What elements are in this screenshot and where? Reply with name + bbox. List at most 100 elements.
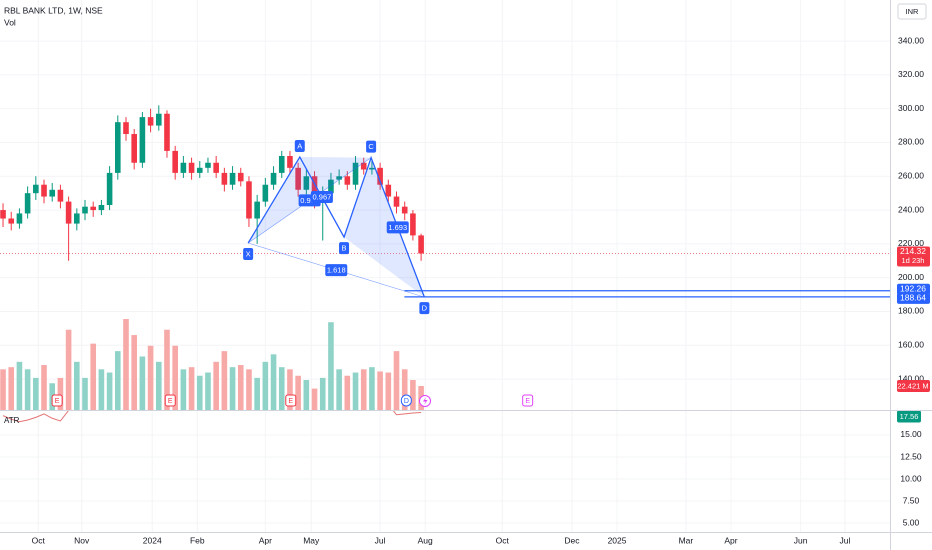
y-tick-label: 180.00 <box>898 306 924 316</box>
candle-body <box>237 172 244 182</box>
volume-bar <box>196 375 203 410</box>
x-tick-label: Dec <box>564 535 580 545</box>
level-label: 188.64 <box>900 293 926 303</box>
last-price-badge <box>897 246 930 267</box>
candle-body <box>270 172 277 185</box>
volume-bar <box>270 354 277 410</box>
candle-body <box>401 206 408 214</box>
volume-bar <box>57 377 64 410</box>
y-tick-label: 320.00 <box>898 69 924 79</box>
ratio-label: 0.969 <box>300 196 319 205</box>
volume-bar <box>287 369 293 410</box>
candle-body <box>188 162 195 173</box>
symbol-title: RBL BANK LTD, 1W, NSE <box>4 5 103 15</box>
ratio-badge <box>310 191 333 204</box>
volume-bar <box>114 351 121 410</box>
x-tick-label: Jul <box>839 535 850 545</box>
y-tick-label: 220.00 <box>898 238 924 248</box>
candle-body <box>352 162 359 185</box>
candle-body <box>16 213 23 224</box>
candle-body <box>57 189 64 202</box>
event-marker[interactable] <box>285 394 297 407</box>
atr-tick-label: 7.50 <box>903 495 920 505</box>
x-tick-label: Apr <box>259 535 272 545</box>
x-tick-label: Oct <box>32 535 46 545</box>
candle-body <box>393 196 400 207</box>
volume-bar <box>123 319 129 410</box>
volume-bar <box>33 377 39 410</box>
candle-body <box>246 181 252 219</box>
pattern-point-badge <box>294 140 305 153</box>
x-tick-label: Jun <box>794 535 808 545</box>
atr-tick-label: 10.00 <box>900 473 922 483</box>
pattern-point-label: C <box>368 142 374 151</box>
y-tick-label: 200.00 <box>898 272 924 282</box>
volume-bar <box>106 372 113 410</box>
y-tick-label: 300.00 <box>898 103 924 113</box>
volume-bar <box>262 361 269 410</box>
event-marker[interactable] <box>522 394 534 407</box>
candle-body <box>287 155 293 168</box>
volume-bar <box>385 372 392 410</box>
event-marker[interactable] <box>400 394 412 407</box>
volume-bar <box>41 365 47 410</box>
x-tick-label: Apr <box>724 535 737 545</box>
pattern-point-badge <box>339 242 350 255</box>
volume-bar <box>164 329 170 410</box>
volume-bar <box>344 375 351 410</box>
volume-bar <box>352 372 359 410</box>
x-tick-label: Oct <box>496 535 510 545</box>
candle-body <box>123 122 129 135</box>
x-tick-label: May <box>303 535 320 545</box>
pattern-point-badge <box>419 302 430 315</box>
level-label: 192.26 <box>900 284 926 294</box>
candle-body <box>33 184 39 194</box>
axes: 340.00 320.00 300.00 280.00 260.00 240.00 220.… <box>32 35 930 545</box>
volume-bar <box>8 367 15 410</box>
currency: INR <box>906 7 920 16</box>
volume-bar <box>213 361 219 410</box>
candle-body <box>172 150 178 173</box>
pattern-point-label: A <box>297 141 302 150</box>
volume-bar <box>360 369 367 410</box>
event-label: D <box>404 398 409 405</box>
volume-bar <box>74 361 80 410</box>
volume-bar <box>90 343 97 410</box>
ratio-label: 1.618 <box>327 266 346 275</box>
volume-current: 22.421 M <box>897 381 928 390</box>
volume-bar <box>410 380 416 410</box>
candle-body <box>164 113 170 151</box>
candle-body <box>180 162 187 173</box>
candle-body <box>41 184 47 197</box>
flash-glyph <box>423 397 428 405</box>
candle-body <box>221 172 228 185</box>
volume-bar <box>401 369 408 410</box>
candle-body <box>377 167 383 185</box>
pattern-point-label: D <box>422 304 428 313</box>
volume-bar <box>24 369 31 410</box>
candle-body <box>65 201 72 224</box>
atr-tick-label: 5.00 <box>903 517 920 527</box>
volume-bar <box>336 369 342 410</box>
event-label: E <box>55 398 60 405</box>
candle-body <box>336 176 342 180</box>
candle-body <box>131 134 137 163</box>
volume-bar <box>229 367 236 410</box>
volume-bar <box>237 365 244 410</box>
ratio-badge <box>386 221 409 234</box>
candle-body <box>410 213 416 236</box>
event-marker[interactable] <box>51 394 63 407</box>
volume-bar <box>65 329 72 410</box>
currency-button[interactable] <box>897 3 927 20</box>
volume-pane <box>0 319 424 410</box>
volume-bar <box>180 369 187 410</box>
candle-body <box>106 172 113 205</box>
event-marker[interactable] <box>164 394 176 407</box>
candle-body <box>303 176 310 190</box>
volume-bar <box>221 351 228 410</box>
volume-bar <box>82 377 88 410</box>
candle-body <box>385 184 392 197</box>
ratio-badge <box>325 264 348 277</box>
